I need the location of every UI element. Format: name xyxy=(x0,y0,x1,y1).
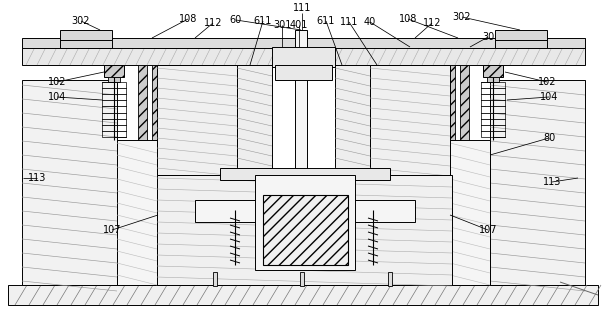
Text: 60: 60 xyxy=(230,15,242,25)
Text: 104: 104 xyxy=(48,92,66,102)
Bar xyxy=(138,65,147,155)
Bar xyxy=(446,65,455,155)
Bar xyxy=(157,65,237,175)
Text: 302: 302 xyxy=(453,12,471,22)
Bar xyxy=(487,77,499,82)
Bar xyxy=(237,65,272,175)
Bar xyxy=(108,77,120,82)
Text: 104: 104 xyxy=(540,92,558,102)
Text: 112: 112 xyxy=(204,18,222,28)
Bar xyxy=(195,200,415,222)
Bar xyxy=(8,285,598,305)
Bar xyxy=(300,272,304,286)
Bar xyxy=(22,47,585,65)
Bar xyxy=(370,65,450,175)
Bar xyxy=(450,140,490,285)
Text: 102: 102 xyxy=(48,77,67,87)
Bar xyxy=(22,38,585,48)
Bar xyxy=(483,65,503,77)
Text: 40: 40 xyxy=(364,17,376,27)
Text: 107: 107 xyxy=(103,225,121,235)
Text: 113: 113 xyxy=(28,173,46,183)
Bar xyxy=(255,175,355,270)
Bar xyxy=(117,140,157,285)
Text: 302: 302 xyxy=(72,16,90,26)
Bar xyxy=(152,65,161,155)
Bar xyxy=(490,80,585,285)
Text: 30: 30 xyxy=(482,32,494,42)
Text: 301: 301 xyxy=(273,20,291,30)
Bar xyxy=(481,82,505,137)
Text: 112: 112 xyxy=(423,18,441,28)
Bar xyxy=(157,175,452,285)
Bar xyxy=(295,30,307,185)
Text: 611: 611 xyxy=(317,16,335,26)
Text: 102: 102 xyxy=(538,77,556,87)
Bar xyxy=(335,65,370,175)
Bar xyxy=(60,30,112,40)
Bar xyxy=(104,65,124,77)
Bar xyxy=(495,30,547,40)
Bar xyxy=(388,272,392,286)
Text: 111: 111 xyxy=(340,17,358,27)
Text: 401: 401 xyxy=(290,20,308,30)
Text: 113: 113 xyxy=(543,177,561,187)
Bar xyxy=(275,65,332,80)
Bar xyxy=(272,47,335,67)
Bar xyxy=(22,80,117,285)
Text: 111: 111 xyxy=(293,3,311,13)
Bar xyxy=(213,272,217,286)
Text: 108: 108 xyxy=(399,14,417,24)
Bar xyxy=(102,82,126,137)
Bar xyxy=(495,38,547,48)
Bar xyxy=(263,195,348,265)
Bar xyxy=(460,65,469,155)
Text: 107: 107 xyxy=(479,225,497,235)
Text: 611: 611 xyxy=(254,16,272,26)
Text: 80: 80 xyxy=(543,133,555,143)
Bar xyxy=(220,168,390,180)
Bar xyxy=(60,38,112,48)
Text: 108: 108 xyxy=(179,14,197,24)
